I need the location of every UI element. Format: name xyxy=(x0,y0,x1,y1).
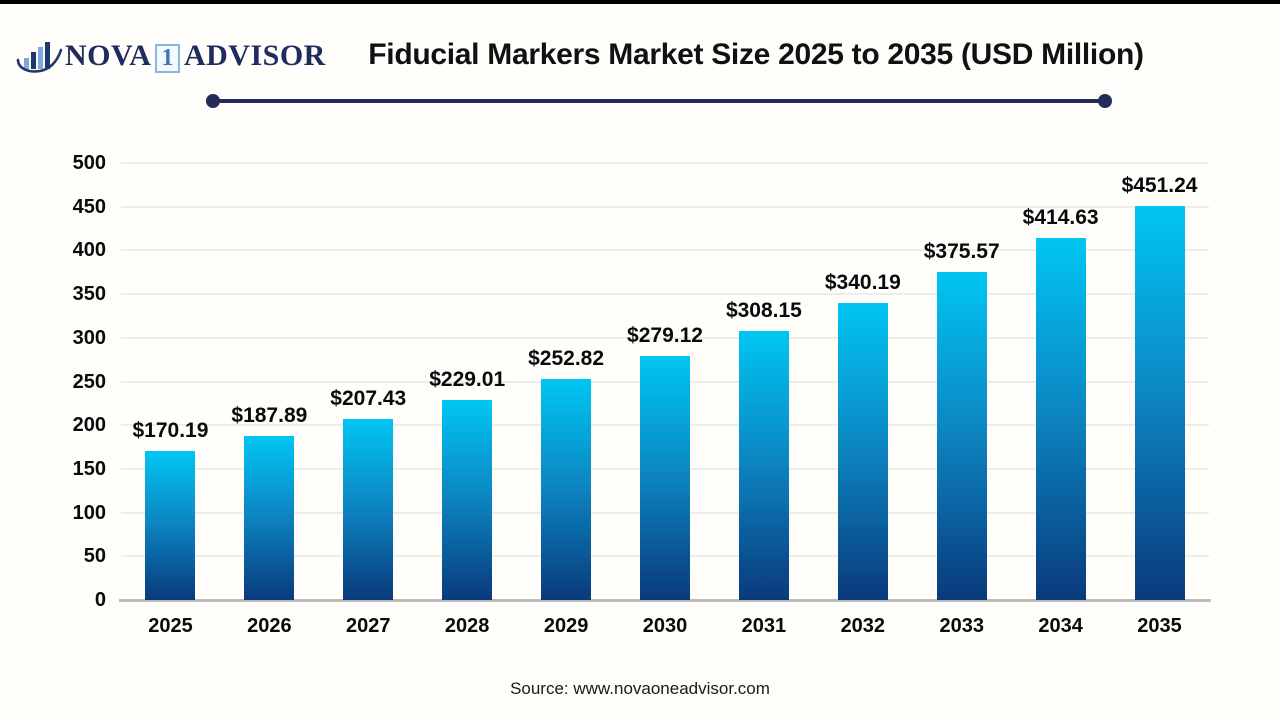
x-axis-tick-label: 2029 xyxy=(543,615,589,637)
x-axis-tick-label: 2031 xyxy=(741,615,787,637)
logo-text: NOVA 1 ADVISOR xyxy=(65,39,326,73)
bar-2028 xyxy=(442,399,493,600)
bar-2032 xyxy=(837,302,888,600)
x-axis-tick-label: 2026 xyxy=(247,615,292,637)
x-axis-tick-label: 2028 xyxy=(444,615,490,637)
y-axis-tick-label: 300 xyxy=(72,326,106,349)
x-axis-tick-label: 2035 xyxy=(1137,615,1182,637)
bar-value-label: $308.15 xyxy=(725,298,802,322)
y-axis-tick-label: 150 xyxy=(72,457,106,480)
logo-text-advisor: ADVISOR xyxy=(183,39,326,72)
bar-chart-swoosh-icon xyxy=(16,42,62,73)
y-axis-tick-label: 100 xyxy=(72,501,106,524)
bar-value-label: $229.01 xyxy=(429,367,506,391)
y-axis-tick-label: 0 xyxy=(94,589,106,611)
y-axis-tick-label: 50 xyxy=(83,545,106,568)
x-axis-tick-label: 2034 xyxy=(1038,615,1083,637)
y-axis-tick-label: 250 xyxy=(72,370,106,393)
top-border xyxy=(0,0,1280,4)
bar-value-label: $207.43 xyxy=(330,386,407,410)
bar-value-label: $451.24 xyxy=(1121,173,1198,197)
gridline xyxy=(121,293,1209,296)
bar-value-label: $252.82 xyxy=(528,347,605,371)
x-axis-tick-label: 2030 xyxy=(642,615,688,637)
bar-2026 xyxy=(244,435,295,600)
x-axis-tick-label: 2033 xyxy=(939,615,984,637)
title-rule xyxy=(213,99,1105,103)
bar-value-label: $414.63 xyxy=(1022,205,1099,229)
gridline xyxy=(121,336,1209,339)
bar-2030 xyxy=(640,356,690,600)
bar-2029 xyxy=(541,379,592,600)
gridline xyxy=(121,162,1209,164)
bar-2031 xyxy=(738,330,789,600)
bar-value-label: $279.12 xyxy=(627,324,703,348)
x-axis-tick-label: 2027 xyxy=(346,615,391,637)
y-axis-tick-label: 500 xyxy=(72,152,106,174)
x-axis-tick-label: 2025 xyxy=(148,615,193,637)
gridline xyxy=(121,249,1209,252)
bar-value-label: $375.57 xyxy=(923,239,1000,263)
bar-value-label: $170.19 xyxy=(132,419,209,443)
y-axis-tick-label: 400 xyxy=(72,239,106,262)
title-rule-dot-right xyxy=(1098,94,1112,108)
bar-value-label: $187.89 xyxy=(231,403,308,427)
bar-value-label: $340.19 xyxy=(824,270,901,294)
source-text: Source: www.novaoneadvisor.com xyxy=(510,679,770,698)
bar-2027 xyxy=(343,418,394,600)
x-axis-line xyxy=(119,599,1211,602)
chart-title: Fiducial Markers Market Size 2025 to 203… xyxy=(368,38,1144,71)
bar-2034 xyxy=(1035,237,1086,600)
y-axis-tick-label: 450 xyxy=(72,195,106,218)
logo-one-badge: 1 xyxy=(155,44,180,73)
bar-2025 xyxy=(145,451,196,600)
gridline xyxy=(121,205,1209,208)
bar-2033 xyxy=(936,271,987,600)
title-rule-dot-left xyxy=(206,94,220,108)
bar-2035 xyxy=(1134,205,1185,600)
y-axis-tick-label: 200 xyxy=(72,414,106,437)
x-axis-tick-label: 2032 xyxy=(840,615,886,637)
y-axis-tick-label: 350 xyxy=(72,283,106,306)
brand-logo: NOVA 1 ADVISOR xyxy=(16,36,326,76)
logo-text-nova: NOVA xyxy=(65,39,152,72)
